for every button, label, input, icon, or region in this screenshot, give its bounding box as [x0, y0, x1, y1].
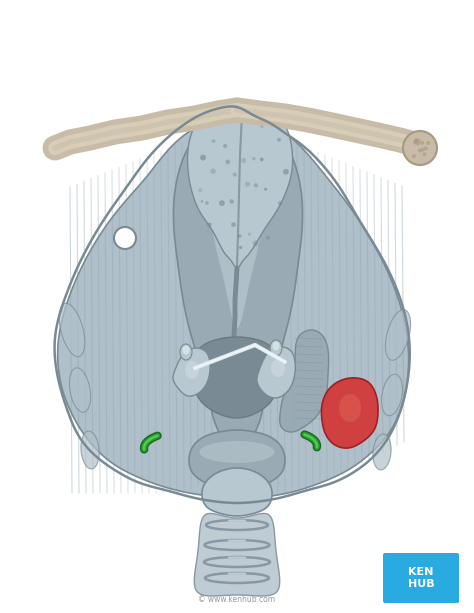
Ellipse shape [81, 431, 99, 469]
Ellipse shape [385, 310, 410, 360]
Polygon shape [194, 514, 280, 596]
Circle shape [207, 223, 211, 227]
Text: © www.kenhub.com: © www.kenhub.com [199, 595, 275, 604]
Circle shape [198, 188, 202, 192]
Polygon shape [173, 348, 210, 396]
Ellipse shape [273, 341, 280, 351]
Circle shape [424, 147, 428, 150]
Ellipse shape [69, 368, 91, 412]
Circle shape [254, 110, 257, 114]
Circle shape [238, 112, 241, 115]
Ellipse shape [270, 340, 282, 356]
Circle shape [403, 131, 437, 165]
Polygon shape [189, 430, 285, 490]
Circle shape [226, 159, 230, 164]
Circle shape [260, 124, 264, 128]
Polygon shape [58, 115, 237, 498]
Circle shape [413, 139, 418, 143]
Circle shape [278, 201, 283, 205]
Circle shape [114, 227, 136, 249]
Polygon shape [173, 112, 302, 438]
Circle shape [264, 188, 267, 191]
Circle shape [277, 138, 281, 142]
Circle shape [222, 116, 228, 121]
Ellipse shape [185, 361, 199, 379]
Circle shape [413, 140, 417, 145]
Circle shape [205, 201, 209, 205]
Circle shape [421, 148, 425, 152]
Circle shape [211, 139, 215, 143]
Polygon shape [321, 378, 378, 448]
Circle shape [206, 124, 210, 128]
Circle shape [200, 154, 206, 161]
FancyBboxPatch shape [383, 553, 459, 603]
Polygon shape [208, 125, 266, 328]
Circle shape [412, 154, 416, 158]
Circle shape [233, 172, 237, 177]
Circle shape [414, 138, 418, 142]
Circle shape [256, 117, 259, 121]
Polygon shape [192, 337, 279, 418]
Circle shape [266, 235, 270, 240]
Circle shape [422, 152, 427, 156]
Polygon shape [210, 345, 264, 458]
Circle shape [258, 105, 263, 112]
Circle shape [260, 158, 264, 161]
Circle shape [223, 144, 227, 148]
Circle shape [201, 200, 203, 203]
Text: KEN
HUB: KEN HUB [408, 567, 434, 589]
Ellipse shape [200, 441, 274, 463]
Polygon shape [237, 115, 409, 498]
Circle shape [416, 142, 420, 145]
Ellipse shape [271, 359, 285, 377]
Circle shape [219, 200, 225, 206]
Circle shape [418, 148, 422, 153]
Circle shape [245, 181, 250, 187]
Ellipse shape [59, 303, 85, 357]
Polygon shape [257, 347, 295, 398]
Ellipse shape [339, 394, 361, 422]
Circle shape [208, 223, 211, 226]
Circle shape [417, 139, 421, 142]
Circle shape [248, 233, 251, 235]
Circle shape [231, 222, 236, 227]
Polygon shape [202, 468, 272, 516]
Circle shape [229, 199, 234, 204]
Circle shape [283, 169, 289, 175]
Polygon shape [188, 102, 292, 268]
Circle shape [239, 246, 242, 249]
Circle shape [241, 158, 246, 163]
Ellipse shape [382, 375, 402, 416]
Circle shape [252, 157, 255, 161]
Circle shape [238, 234, 241, 238]
Circle shape [420, 141, 424, 145]
Ellipse shape [182, 346, 190, 354]
Circle shape [253, 240, 258, 246]
Ellipse shape [180, 344, 192, 360]
Circle shape [426, 141, 430, 145]
Polygon shape [280, 330, 328, 432]
Circle shape [253, 121, 257, 125]
Ellipse shape [373, 434, 391, 470]
Circle shape [210, 169, 216, 174]
Circle shape [254, 183, 258, 188]
